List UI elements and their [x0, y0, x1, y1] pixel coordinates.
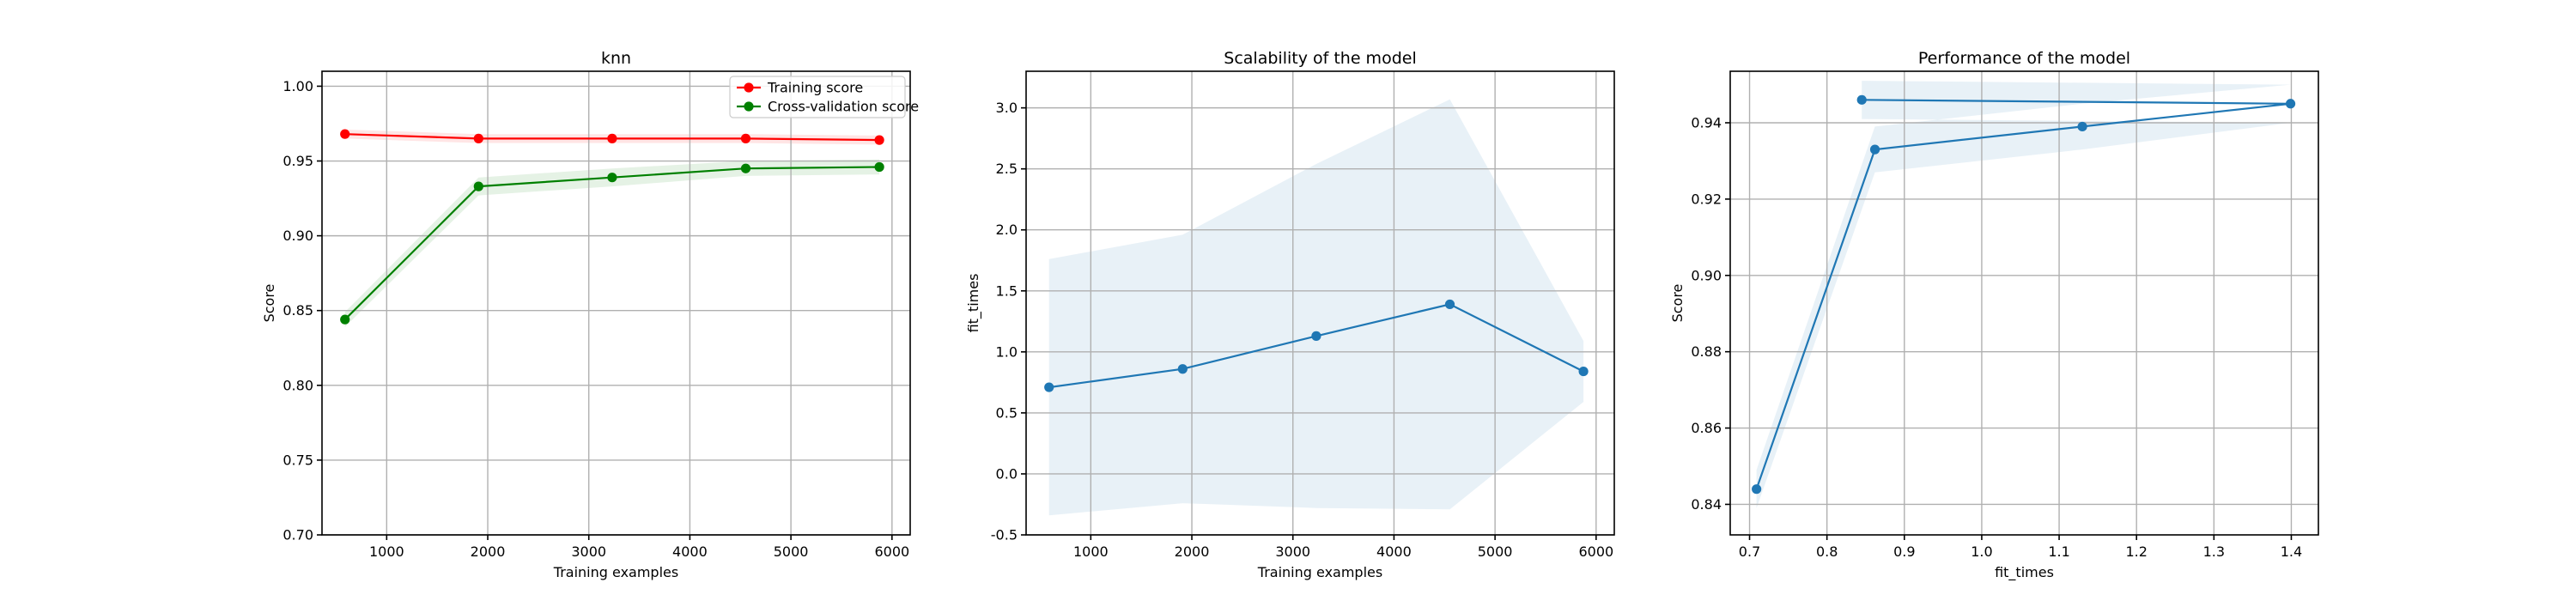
x-tick-label: 1.1 [2048, 543, 2069, 560]
y-tick-label: 0.84 [1691, 496, 1722, 513]
x-tick-label: 0.7 [1739, 543, 1760, 560]
y-tick-label: 2.0 [996, 222, 1018, 238]
y-tick-label: 3.0 [996, 100, 1018, 116]
x-tick-label: 0.9 [1893, 543, 1915, 560]
y-tick-label: 0.75 [283, 452, 313, 468]
x-tick-label: 1.3 [2203, 543, 2225, 560]
legend-swatch-marker [744, 82, 754, 93]
std-band-0 [1048, 99, 1584, 516]
y-tick-label: 1.00 [283, 78, 313, 94]
x-tick-label: 1.4 [2281, 543, 2302, 560]
data-point [1752, 484, 1762, 495]
y-tick-label: 0.94 [1691, 115, 1722, 131]
x-tick-label: 3000 [1275, 543, 1310, 560]
y-tick-label: 0.85 [283, 302, 313, 319]
y-axis-label: Score [1669, 284, 1686, 323]
x-tick-label: 1000 [369, 543, 404, 560]
data-point [473, 133, 483, 143]
x-tick-label: 1.2 [2125, 543, 2147, 560]
x-tick-label: 0.8 [1816, 543, 1838, 560]
axes-frame [1729, 70, 2319, 536]
legend-box [729, 76, 906, 118]
data-point [874, 135, 884, 145]
x-tick-label: 4000 [1376, 543, 1412, 560]
data-point [607, 173, 617, 183]
x-tick-label: 2000 [1175, 543, 1210, 560]
scalability-panel: 1000 2000 3000 4000 5000 6000 -0.5 0.0 0.5 1.0 1.5… [965, 49, 1615, 580]
x-tick-label: 1.0 [1971, 543, 1992, 560]
x-tick-label: 6000 [1578, 543, 1613, 560]
data-point [1311, 331, 1321, 341]
data-point [1856, 94, 1867, 105]
data-point [874, 161, 884, 173]
x-tick-label: 1000 [1073, 543, 1109, 560]
x-axis-label: fit_times [1995, 564, 2054, 581]
legend: Training score Cross-validation score [729, 76, 919, 118]
y-tick-label: -0.5 [991, 527, 1018, 543]
legend-entry-label: Cross-validation score [768, 99, 919, 115]
learning-curve-panel: 1000 2000 3000 4000 5000 6000 0.70 0.75 0.80 0.85… [261, 49, 919, 580]
y-tick-label: 0.95 [283, 153, 313, 169]
x-tick-label: 5000 [774, 543, 809, 560]
x-tick-label: 6000 [874, 543, 909, 560]
plot-title: Performance of the model [1918, 49, 2130, 68]
y-tick-label: 1.5 [996, 282, 1018, 299]
data-point [1869, 144, 1880, 155]
x-tick-label: 4000 [672, 543, 708, 560]
x-axis-label: Training examples [1257, 564, 1382, 580]
y-tick-label: 0.80 [283, 377, 313, 393]
data-point [340, 129, 350, 139]
data-point [1177, 364, 1188, 374]
y-tick-label: 0.90 [1691, 267, 1722, 283]
plot-title: knn [601, 49, 631, 68]
std-band-1 [344, 159, 880, 327]
x-tick-label: 2000 [471, 543, 506, 560]
data-point [340, 314, 350, 325]
y-tick-label: 0.88 [1691, 343, 1722, 360]
data-point [2077, 121, 2087, 132]
data-point [1578, 366, 1589, 377]
series-line-0 [1755, 99, 2291, 490]
y-tick-label: 2.5 [996, 161, 1018, 177]
x-tick-label: 5000 [1478, 543, 1513, 560]
plot-title: Scalability of the model [1224, 49, 1416, 68]
data-point [2285, 99, 2296, 109]
y-tick-label: 0.5 [996, 404, 1018, 421]
x-tick-label: 3000 [571, 543, 606, 560]
y-tick-label: 0.92 [1691, 191, 1722, 207]
legend-entry-label: Training score [767, 80, 863, 96]
std-band-0 [1756, 81, 2291, 508]
data-point [740, 163, 751, 173]
y-tick-label: 0.90 [283, 228, 313, 244]
y-axis-label: Score [261, 284, 277, 323]
legend-swatch-marker [744, 101, 754, 112]
data-point [1044, 382, 1054, 392]
data-point [607, 133, 617, 143]
y-tick-label: 1.0 [996, 343, 1018, 360]
data-point [1444, 299, 1455, 310]
x-axis-label: Training examples [553, 564, 678, 580]
y-axis-label: fit_times [965, 274, 982, 333]
axes-frame [321, 70, 911, 536]
y-tick-label: 0.70 [283, 527, 313, 543]
data-point [473, 181, 483, 191]
performance-panel: 0.7 0.8 0.9 1.0 1.1 1.2 1.3 1.4 0.84 0.86 0.88 0.90… [1669, 49, 2319, 581]
data-point [740, 133, 751, 143]
y-tick-label: 0.0 [996, 465, 1018, 482]
y-tick-label: 0.86 [1691, 420, 1722, 436]
axes-frame [1025, 70, 1615, 536]
